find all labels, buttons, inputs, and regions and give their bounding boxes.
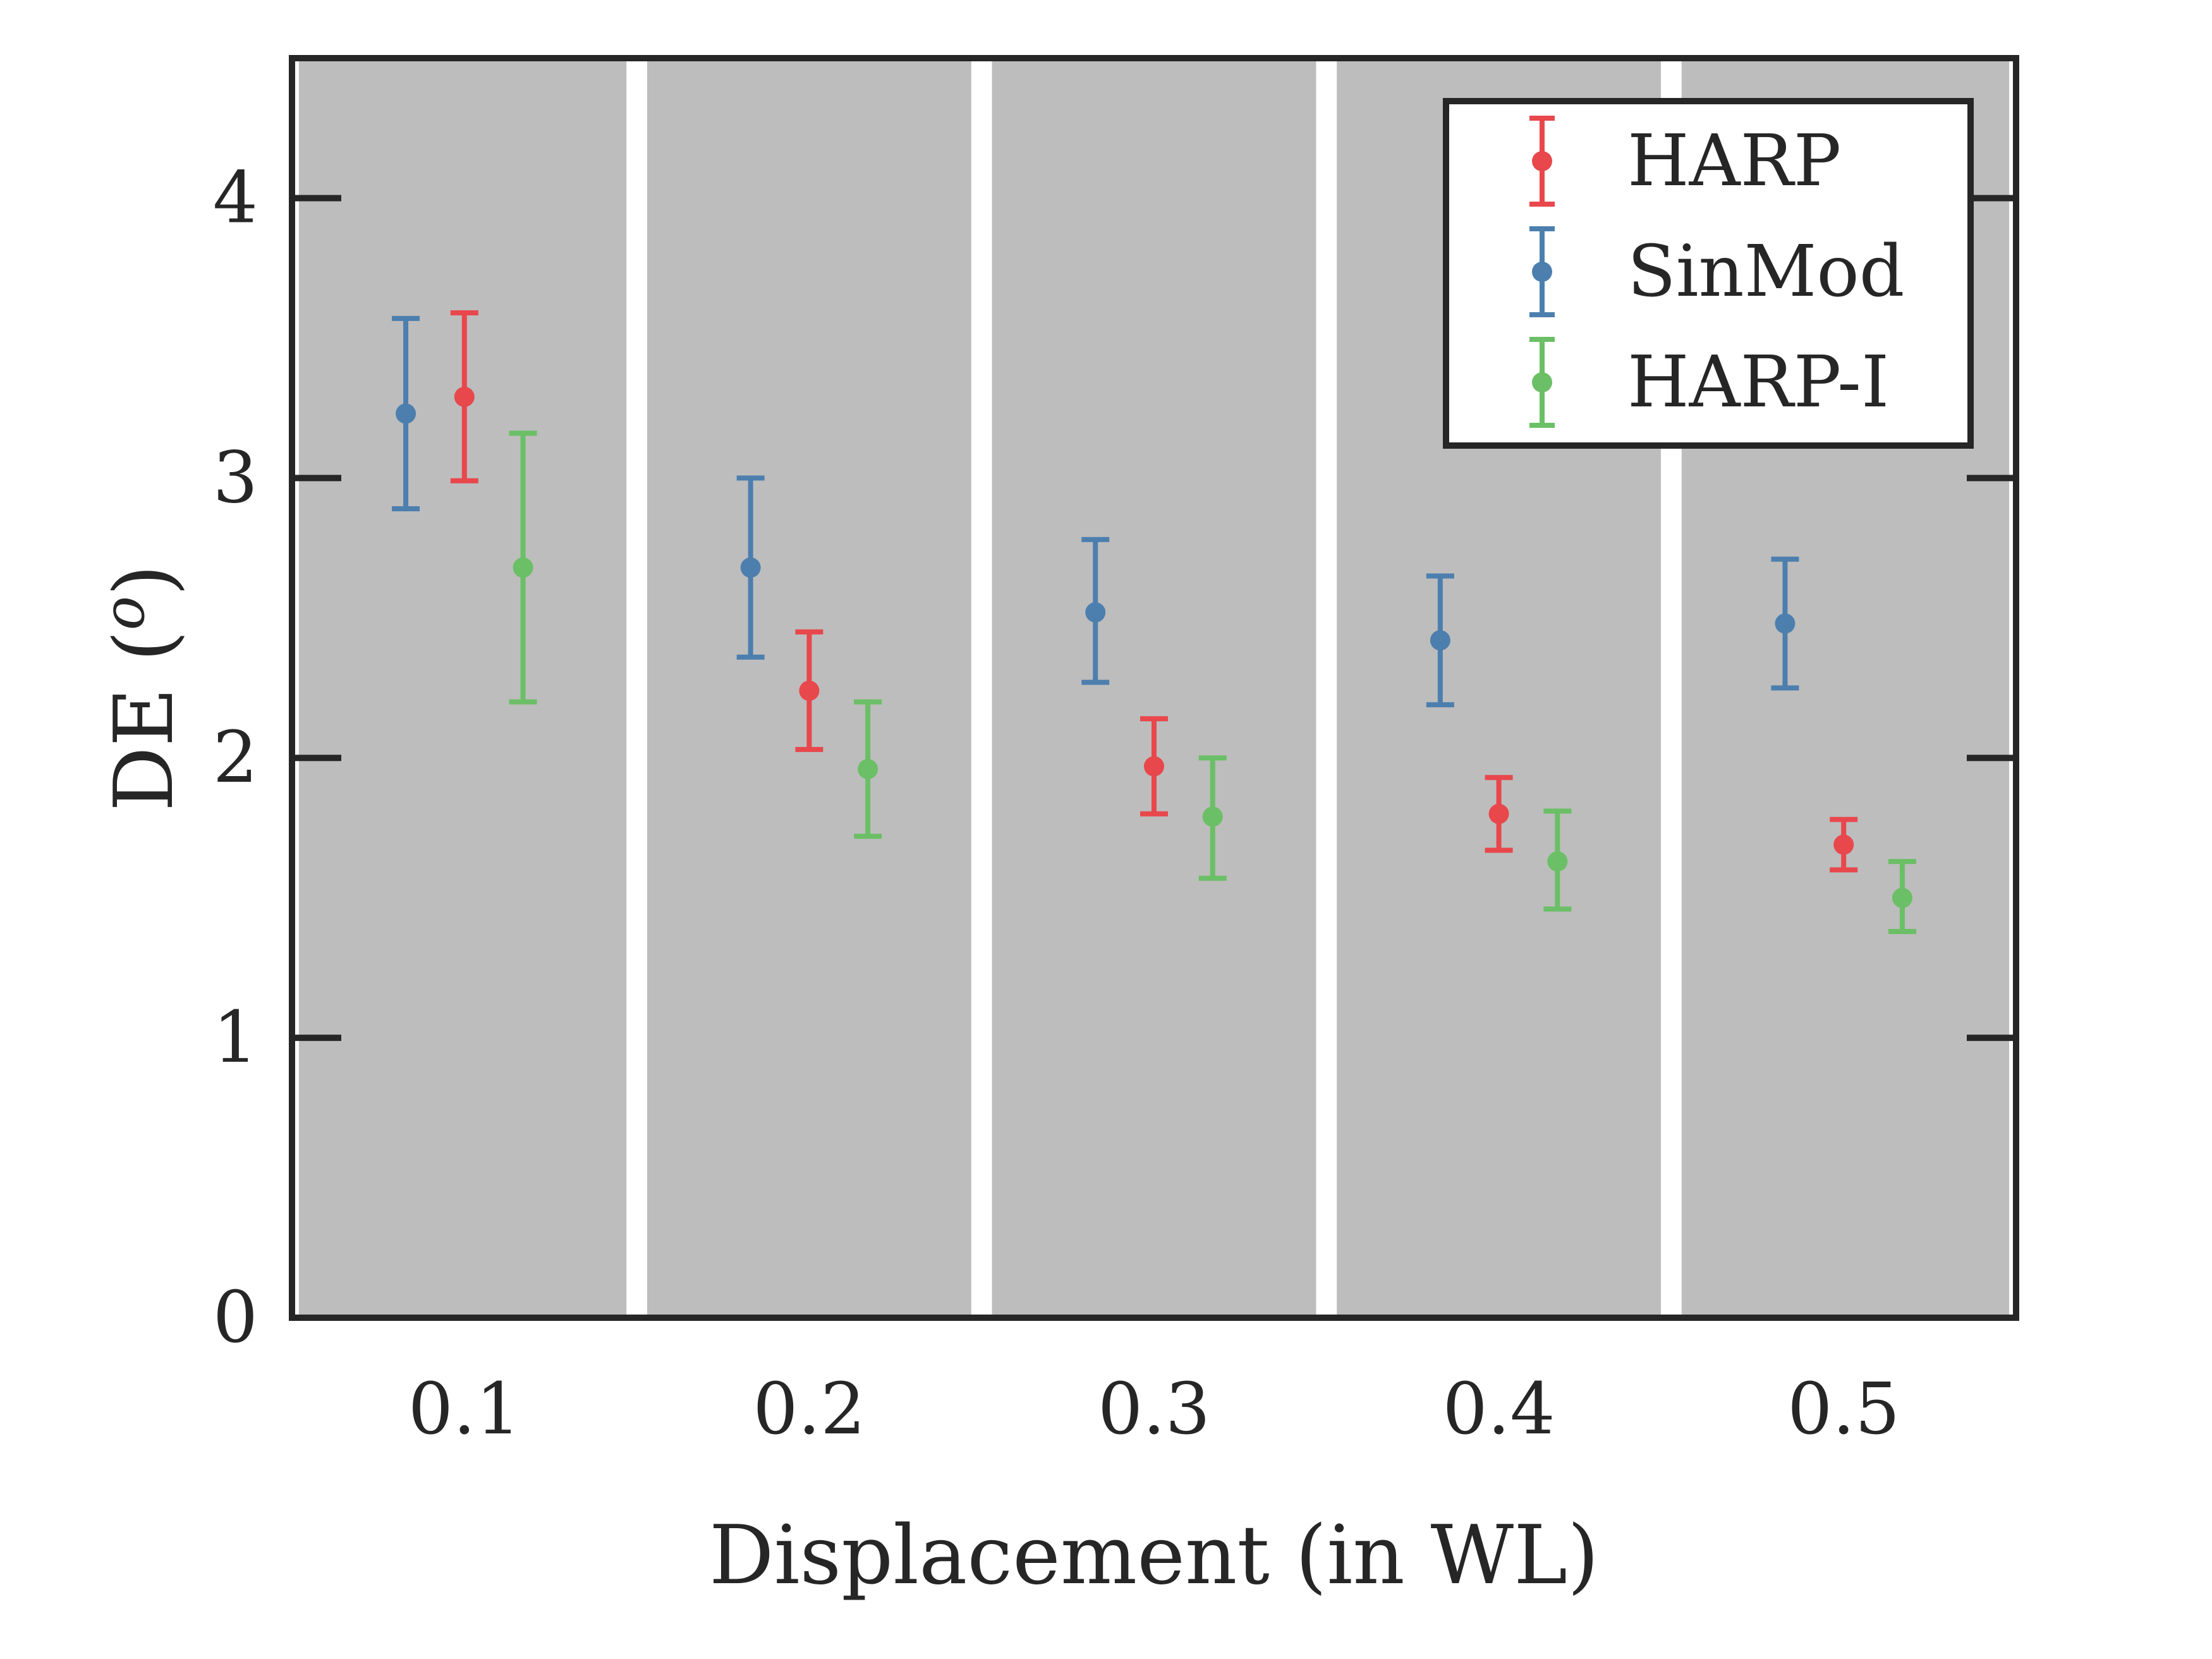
legend-label-sinmod: SinMod xyxy=(1627,231,1904,313)
legend-marker-sinmod xyxy=(1532,262,1552,282)
data-point xyxy=(1430,630,1450,651)
x-axis-label: Displacement (in WL) xyxy=(709,1509,1599,1603)
legend-label-harp-i: HARP-I xyxy=(1627,341,1889,423)
plot-frame xyxy=(289,55,2019,1321)
y-tick-label-4: 4 xyxy=(213,157,258,239)
data-point xyxy=(1144,756,1164,777)
data-point xyxy=(396,403,416,424)
legend-label-harp: HARP xyxy=(1627,120,1841,202)
data-point xyxy=(454,386,475,407)
data-point xyxy=(1202,806,1223,827)
y-tick-label-3: 3 xyxy=(213,437,258,519)
y-axis-ticks: 0 1 2 3 4 xyxy=(213,157,2016,1359)
data-point xyxy=(1892,887,1912,908)
data-point xyxy=(513,557,533,578)
legend-marker-harp xyxy=(1532,151,1552,171)
x-axis-ticks: 0.1 0.2 0.3 0.4 0.5 xyxy=(408,1368,1900,1450)
x-tick-label-0.3: 0.3 xyxy=(1098,1368,1210,1450)
data-point xyxy=(1547,851,1568,872)
series-sinmod xyxy=(392,315,1799,708)
x-tick-label-0.2: 0.2 xyxy=(753,1368,865,1450)
data-point xyxy=(740,557,761,578)
y-tick-label-2: 2 xyxy=(213,717,258,799)
background-band-1 xyxy=(298,58,627,1318)
series-harp-i xyxy=(509,430,1916,934)
x-tick-label-0.5: 0.5 xyxy=(1787,1368,1900,1450)
legend: HARP SinMod HARP-I xyxy=(1443,98,1974,449)
data-point xyxy=(858,758,878,779)
data-point xyxy=(1085,602,1106,623)
background-band-3 xyxy=(992,58,1316,1318)
data-point xyxy=(1488,803,1509,824)
legend-marker-harp-i xyxy=(1532,372,1552,392)
data-series xyxy=(392,310,1916,934)
y-axis-label-main: DE ( xyxy=(97,630,191,811)
series-harp xyxy=(450,310,1858,873)
y-axis-label-end: ) xyxy=(97,564,191,596)
y-axis-label: DE (o) xyxy=(91,564,191,811)
y-tick-label-1: 1 xyxy=(213,997,258,1079)
y-axis-label-superscript: o xyxy=(91,596,157,630)
x-tick-label-0.1: 0.1 xyxy=(408,1368,521,1450)
data-point xyxy=(799,680,820,701)
data-point xyxy=(1775,613,1796,634)
data-point xyxy=(1833,834,1854,855)
y-tick-label-0: 0 xyxy=(213,1277,258,1359)
x-tick-label-0.4: 0.4 xyxy=(1443,1368,1555,1450)
